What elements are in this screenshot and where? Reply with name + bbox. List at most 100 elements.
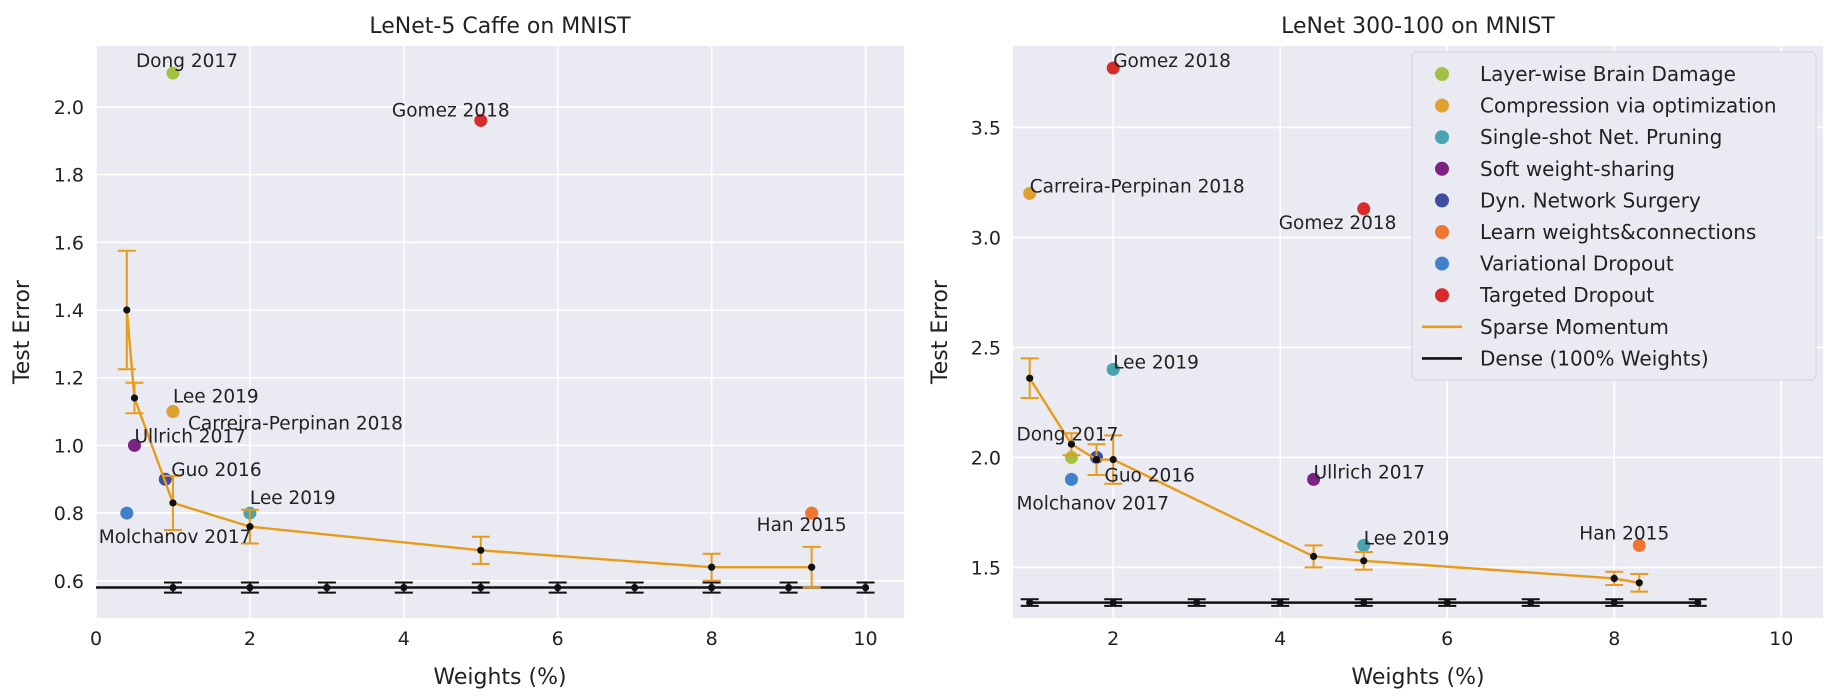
right-dense-point [1527,599,1535,607]
legend-marker [1435,67,1449,81]
left-chart-panel: 0 2 4 6 8 10 0.6 0.8 1.0 1.2 1.4 1.6 1.8 2.0 Dong 201… [10,14,904,690]
right-point-annotation: Molchanov 2017 [1016,493,1169,514]
right-sparse-momentum-point [1092,456,1101,464]
left-point-annotation: Lee 2019 [173,387,259,408]
left-x-tick-label: 2 [244,628,256,650]
left-y-tick-label: 1.2 [54,368,84,390]
left-point-annotation: Carreira-Perpinan 2018 [188,414,403,435]
right-dense-point [1610,599,1618,607]
left-grid [95,46,904,618]
left-data-marks: Dong 2017 Gomez 2018 Lee 2019 Carreira-Perp… [96,51,875,594]
left-sparse-momentum-point [808,563,816,571]
right-x-tick-label: 6 [1441,628,1453,650]
right-x-tick-label: 2 [1107,628,1119,650]
left-y-tick-label: 2.0 [54,97,84,119]
legend-label: Sparse Momentum [1480,315,1669,339]
left-sparse-momentum-point [169,499,177,507]
right-tick-labels: 2 4 6 8 10 1.5 2.0 2.5 3.0 3.5 [971,117,1794,650]
left-dense-point [169,583,177,592]
left-dense-point [554,583,562,592]
left-y-tick-label: 1.0 [54,435,84,457]
right-point-annotation: Dong 2017 [1016,424,1118,445]
left-y-tick-label: 1.8 [54,165,84,187]
legend-marker [1435,193,1449,208]
left-y-tick-label: 1.4 [54,300,84,322]
legend-marker [1435,256,1449,271]
left-x-tick-label: 10 [853,628,877,650]
left-y-tick-label: 0.6 [54,571,84,593]
right-data-marks: Gomez 2018 Carreira-Perpinan 2018 Gomez 20… [1016,51,1707,607]
legend-marker [1435,130,1449,145]
right-sparse-momentum-line [1028,377,1640,584]
right-x-tick-label: 8 [1608,628,1620,650]
right-method-point [1357,202,1371,216]
right-point-annotation: Guo 2016 [1105,465,1195,486]
left-plot-background [96,46,904,618]
right-point-annotation: Gomez 2018 [1279,213,1397,234]
left-method-point [127,438,141,452]
right-dense-point [1026,599,1034,607]
left-method-point [120,506,134,520]
right-sparse-momentum-point [1635,579,1643,587]
left-sparse-momentum-point [477,546,485,554]
right-method-point [1023,186,1037,200]
left-x-tick-label: 0 [90,628,102,650]
right-chart-panel: 2 4 6 8 10 1.5 2.0 2.5 3.0 3.5 Gomez 2018 Carreira… [928,14,1823,690]
right-method-point [1307,472,1321,486]
right-point-annotation: Lee 2019 [1364,528,1450,549]
left-method-point [805,506,819,520]
right-sparse-momentum-point [1067,440,1076,448]
left-chart-title: LeNet-5 Caffe on MNIST [369,14,631,39]
left-dense-point [400,583,408,592]
right-y-tick-label: 3.5 [971,117,1001,139]
right-dense-point [1109,599,1117,607]
legend-box [1411,51,1817,381]
right-sparse-momentum-point [1026,374,1034,382]
right-method-point [1106,61,1120,75]
right-method-point [1064,450,1078,464]
legend-label: Layer-wise Brain Damage [1480,62,1736,86]
legend-marker [1435,288,1449,303]
legend-label: Targeted Dropout [1479,283,1654,307]
right-method-point [1632,538,1646,552]
right-point-annotation: Lee 2019 [1113,352,1199,373]
right-sparse-momentum-point [1310,552,1318,561]
left-point-annotation: Lee 2019 [250,488,336,509]
legend-label: Single-shot Net. Pruning [1480,125,1722,149]
left-point-annotation: Han 2015 [757,515,847,536]
legend: Layer-wise Brain Damage Compression via o… [1411,51,1817,381]
left-dense-point [784,583,793,592]
right-method-point [1106,362,1120,376]
legend-label: Dense (100% Weights) [1480,346,1709,370]
right-point-annotation: Ullrich 2017 [1314,462,1425,483]
legend-marker [1435,225,1449,239]
left-x-tick-label: 8 [706,628,718,650]
left-point-annotation: Gomez 2018 [392,100,510,121]
right-sparse-momentum-point [1610,574,1618,583]
left-x-tick-label: 4 [398,628,410,650]
right-dense-point [1443,599,1451,607]
left-x-axis-label: Weights (%) [433,665,566,690]
left-point-annotation: Molchanov 2017 [99,527,252,548]
right-point-annotation: Han 2015 [1579,523,1669,544]
left-point-annotation: Guo 2016 [171,460,261,481]
left-dense-point [323,583,331,592]
right-sparse-momentum-point [1109,456,1117,464]
right-x-tick-label: 10 [1769,628,1793,650]
left-sparse-momentum-point [246,523,254,531]
left-dense-point [477,583,485,592]
right-y-tick-label: 2.5 [971,337,1001,359]
left-method-point [474,113,488,127]
right-dense-point [1193,599,1201,607]
right-point-annotation: Gomez 2018 [1113,51,1231,72]
left-dense-point [708,583,716,592]
left-sparse-momentum-point [708,563,716,571]
right-method-point [1357,538,1371,552]
legend-label: Soft weight-sharing [1480,157,1675,181]
left-x-tick-label: 6 [552,628,564,650]
left-tick-labels: 0 2 4 6 8 10 0.6 0.8 1.0 1.2 1.4 1.6 1.8 2.0 [54,97,878,650]
left-y-tick-label: 0.8 [54,503,84,525]
right-x-axis-label: Weights (%) [1351,665,1484,690]
left-dense-point [246,583,254,592]
